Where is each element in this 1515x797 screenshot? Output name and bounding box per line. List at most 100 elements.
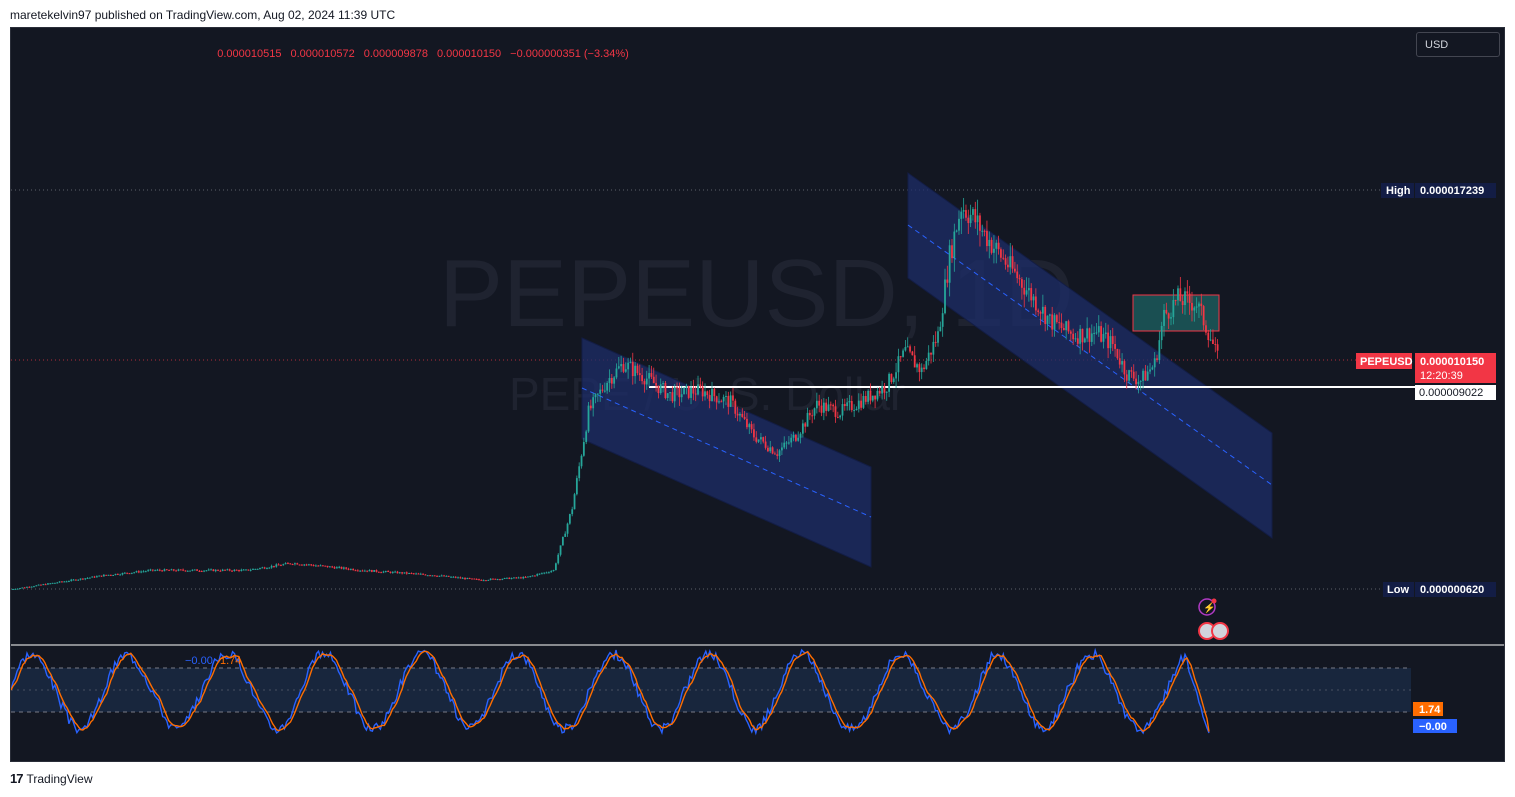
candle-body[interactable] [683, 387, 685, 395]
candle-body[interactable] [923, 367, 925, 370]
candle-body[interactable] [962, 210, 965, 212]
candle-body[interactable] [56, 582, 59, 584]
candle-body[interactable] [450, 576, 452, 578]
candle-body[interactable] [452, 576, 455, 578]
candle-body[interactable] [184, 570, 187, 572]
candle-body[interactable] [436, 575, 438, 577]
candle-body[interactable] [1111, 336, 1114, 344]
candle-body[interactable] [298, 564, 301, 566]
candle-body[interactable] [541, 573, 543, 575]
candle-body[interactable] [1188, 293, 1191, 303]
candle-body[interactable] [1004, 258, 1007, 265]
candle-body[interactable] [114, 573, 117, 575]
candle-body[interactable] [601, 389, 604, 391]
candle-body[interactable] [552, 570, 555, 572]
candle-body[interactable] [1053, 315, 1056, 330]
candle-body[interactable] [739, 413, 741, 416]
candle-body[interactable] [219, 570, 222, 572]
candle-body[interactable] [1202, 306, 1205, 326]
candle-body[interactable] [1086, 328, 1089, 339]
candle-body[interactable] [21, 587, 24, 589]
candle-body[interactable] [324, 565, 327, 567]
candle-body[interactable] [14, 588, 17, 590]
candle-body[interactable] [1065, 321, 1068, 331]
candle-body[interactable] [571, 509, 574, 515]
candle-body[interactable] [869, 390, 872, 401]
candle-body[interactable] [1100, 326, 1103, 342]
candle-body[interactable] [690, 387, 692, 398]
candle-body[interactable] [471, 578, 473, 580]
candle-body[interactable] [757, 439, 760, 442]
candle-body[interactable] [245, 569, 247, 571]
candle-body[interactable] [391, 571, 394, 573]
candle-body[interactable] [806, 412, 809, 427]
candle-body[interactable] [1128, 370, 1130, 381]
candle-body[interactable] [280, 565, 282, 567]
candle-body[interactable] [196, 569, 198, 571]
candle-body[interactable] [904, 347, 907, 351]
candle-body[interactable] [1118, 358, 1121, 365]
candle-body[interactable] [841, 404, 844, 416]
candle-body[interactable] [603, 390, 606, 392]
candle-body[interactable] [678, 387, 681, 398]
candle-body[interactable] [12, 589, 14, 590]
candle-body[interactable] [636, 365, 639, 374]
candle-body[interactable] [375, 570, 378, 572]
candle-body[interactable] [431, 575, 434, 577]
candle-body[interactable] [499, 579, 501, 581]
candle-body[interactable] [303, 564, 306, 566]
candle-body[interactable] [259, 567, 261, 569]
candle-body[interactable] [659, 384, 662, 394]
candle-body[interactable] [447, 575, 450, 577]
candle-body[interactable] [1163, 309, 1165, 326]
candle-body[interactable] [606, 382, 609, 391]
candle-body[interactable] [715, 396, 718, 403]
candle-body[interactable] [585, 431, 588, 443]
candle-body[interactable] [212, 569, 215, 572]
candle-body[interactable] [587, 405, 590, 432]
candle-body[interactable] [545, 572, 548, 574]
candle-body[interactable] [88, 577, 91, 579]
footer-brand[interactable]: 17 TradingView [10, 771, 93, 786]
candle-body[interactable] [473, 578, 476, 580]
candle-body[interactable] [49, 583, 52, 585]
candle-body[interactable] [464, 577, 466, 580]
candle-body[interactable] [589, 405, 592, 409]
candle-body[interactable] [627, 362, 630, 370]
candle-body[interactable] [578, 466, 581, 479]
candle-body[interactable] [242, 569, 245, 571]
candle-body[interactable] [275, 564, 278, 567]
candle-body[interactable] [741, 413, 744, 417]
candle-body[interactable] [28, 586, 31, 588]
candle-body[interactable] [84, 578, 87, 580]
candle-body[interactable] [855, 408, 858, 411]
candle-body[interactable] [1079, 328, 1082, 344]
candle-body[interactable] [694, 393, 697, 395]
candle-body[interactable] [843, 404, 846, 407]
candle-body[interactable] [338, 566, 341, 568]
candle-body[interactable] [813, 408, 816, 416]
candle-body[interactable] [445, 575, 448, 577]
candle-body[interactable] [128, 573, 131, 575]
candle-body[interactable] [177, 569, 180, 571]
candle-body[interactable] [72, 579, 75, 581]
candle-body[interactable] [743, 416, 746, 419]
candle-body[interactable] [305, 564, 308, 566]
candle-body[interactable] [58, 581, 61, 583]
candle-body[interactable] [161, 570, 164, 572]
candle-body[interactable] [676, 387, 678, 389]
candle-body[interactable] [804, 423, 807, 427]
candle-body[interactable] [424, 574, 427, 576]
candle-body[interactable] [1067, 321, 1070, 332]
candle-body[interactable] [1076, 338, 1079, 344]
candle-body[interactable] [457, 577, 459, 579]
candle-body[interactable] [559, 545, 562, 555]
candle-body[interactable] [226, 569, 229, 571]
candle-body[interactable] [1125, 374, 1128, 381]
candle-body[interactable] [1153, 358, 1156, 368]
candle-body[interactable] [91, 576, 94, 578]
candle-body[interactable] [708, 394, 711, 402]
candle-body[interactable] [760, 437, 762, 440]
candle-body[interactable] [65, 581, 68, 583]
candle-body[interactable] [1074, 338, 1077, 340]
